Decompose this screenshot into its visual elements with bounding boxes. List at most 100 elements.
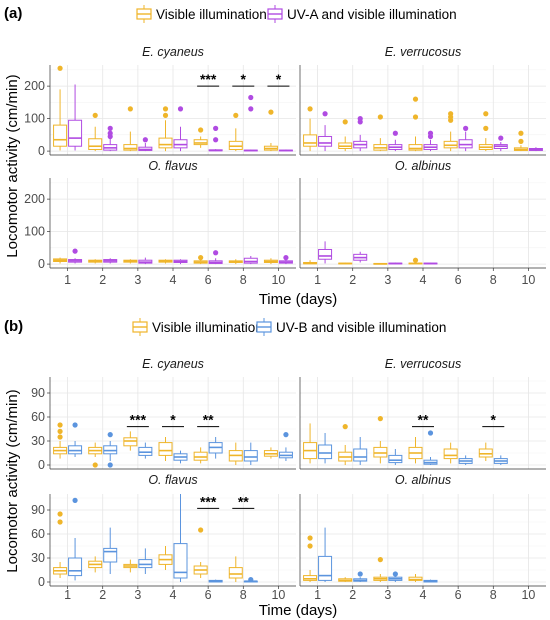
box bbox=[353, 116, 368, 152]
box-body bbox=[318, 444, 333, 460]
x-tick-label: 6 bbox=[455, 273, 462, 287]
box bbox=[138, 442, 153, 459]
legend-label: Visible illumination bbox=[156, 7, 267, 22]
box bbox=[158, 106, 173, 152]
box-body bbox=[318, 248, 333, 260]
box bbox=[88, 112, 103, 152]
outlier-point bbox=[198, 127, 204, 133]
x-tick-label: 8 bbox=[240, 273, 247, 287]
box bbox=[158, 259, 173, 264]
outlier-point bbox=[57, 65, 63, 71]
facet-title: E. cyaneus bbox=[142, 357, 204, 371]
box-body bbox=[443, 448, 458, 460]
x-tick-label: 2 bbox=[99, 273, 106, 287]
outlier-point bbox=[427, 430, 434, 436]
significance-mark: * bbox=[162, 412, 184, 428]
x-tick-label: 8 bbox=[490, 273, 497, 287]
box-body bbox=[408, 144, 423, 151]
series-0 bbox=[303, 416, 493, 465]
box bbox=[193, 447, 208, 464]
box bbox=[278, 432, 293, 461]
significance-label: ** bbox=[203, 412, 214, 428]
box bbox=[103, 432, 118, 468]
box bbox=[408, 257, 423, 265]
facet-title: O. albinus bbox=[395, 473, 451, 487]
significance-label: ** bbox=[418, 412, 429, 428]
significance-mark: ** bbox=[197, 412, 220, 428]
box bbox=[173, 494, 188, 582]
box bbox=[173, 106, 188, 152]
box bbox=[138, 137, 153, 152]
outlier-point bbox=[307, 535, 313, 541]
box bbox=[68, 422, 83, 457]
box-body bbox=[243, 450, 258, 462]
x-tick-label: 8 bbox=[240, 588, 247, 602]
outlier-point bbox=[162, 112, 169, 118]
box-body bbox=[228, 567, 243, 579]
significance-label: ** bbox=[238, 493, 249, 509]
box bbox=[408, 574, 423, 582]
outlier-point bbox=[107, 432, 113, 438]
box bbox=[528, 147, 543, 152]
box bbox=[388, 571, 403, 582]
box bbox=[228, 442, 243, 465]
box bbox=[408, 96, 423, 152]
box bbox=[53, 511, 68, 578]
outlier-point bbox=[483, 111, 489, 117]
outlier-point bbox=[392, 571, 398, 577]
gridlines bbox=[300, 178, 546, 268]
x-tick-label: 6 bbox=[205, 273, 212, 287]
outlier-point bbox=[57, 428, 63, 434]
y-tick-label: 0 bbox=[38, 575, 45, 589]
box-body bbox=[303, 134, 318, 147]
box bbox=[388, 130, 403, 152]
legend-label: Visible illumination bbox=[152, 320, 263, 335]
outlier-point bbox=[57, 422, 63, 428]
box bbox=[68, 248, 83, 264]
box bbox=[318, 433, 333, 464]
x-tick-label: 3 bbox=[134, 588, 141, 602]
x-tick-label: 1 bbox=[64, 273, 71, 287]
x-tick-label: 3 bbox=[134, 273, 141, 287]
box bbox=[338, 119, 353, 152]
box bbox=[123, 106, 138, 152]
x-tick-label: 2 bbox=[99, 588, 106, 602]
gridlines bbox=[50, 178, 296, 268]
outlier-point bbox=[377, 114, 383, 120]
box bbox=[388, 449, 403, 465]
y-axis-title: Locomotor activity (cm/min) bbox=[4, 389, 21, 572]
box bbox=[263, 109, 278, 152]
box-body bbox=[68, 557, 83, 577]
significance-label: *** bbox=[130, 412, 147, 428]
gridlines bbox=[50, 65, 296, 155]
outlier-point bbox=[412, 96, 419, 102]
significance-mark: *** bbox=[197, 493, 220, 509]
facet-title: O. flavus bbox=[148, 473, 197, 487]
box bbox=[513, 130, 528, 152]
gridlines bbox=[300, 65, 546, 155]
facet-title: E. cyaneus bbox=[142, 45, 204, 59]
box bbox=[373, 114, 388, 152]
outlier-point bbox=[72, 422, 78, 428]
significance-label: * bbox=[170, 412, 176, 428]
legend-label: UV-A and visible illumination bbox=[287, 7, 457, 22]
outlier-point bbox=[198, 527, 204, 533]
series-1 bbox=[68, 248, 293, 265]
series-1 bbox=[68, 84, 293, 152]
outlier-point bbox=[322, 111, 328, 117]
x-tick-label: 6 bbox=[205, 588, 212, 602]
gridlines bbox=[300, 377, 546, 469]
outlier-point bbox=[283, 255, 289, 261]
box bbox=[123, 431, 138, 451]
box bbox=[278, 149, 293, 152]
x-axis-title: Time (days) bbox=[259, 602, 338, 619]
panel-label: (a) bbox=[4, 5, 22, 22]
box bbox=[208, 250, 223, 265]
box bbox=[443, 111, 458, 152]
x-tick-label: 1 bbox=[64, 588, 71, 602]
outlier-point bbox=[57, 511, 63, 517]
legend-item: UV-A and visible illumination bbox=[267, 5, 457, 23]
box bbox=[443, 442, 458, 464]
outlier-point bbox=[412, 257, 419, 263]
outlier-point bbox=[342, 424, 348, 430]
